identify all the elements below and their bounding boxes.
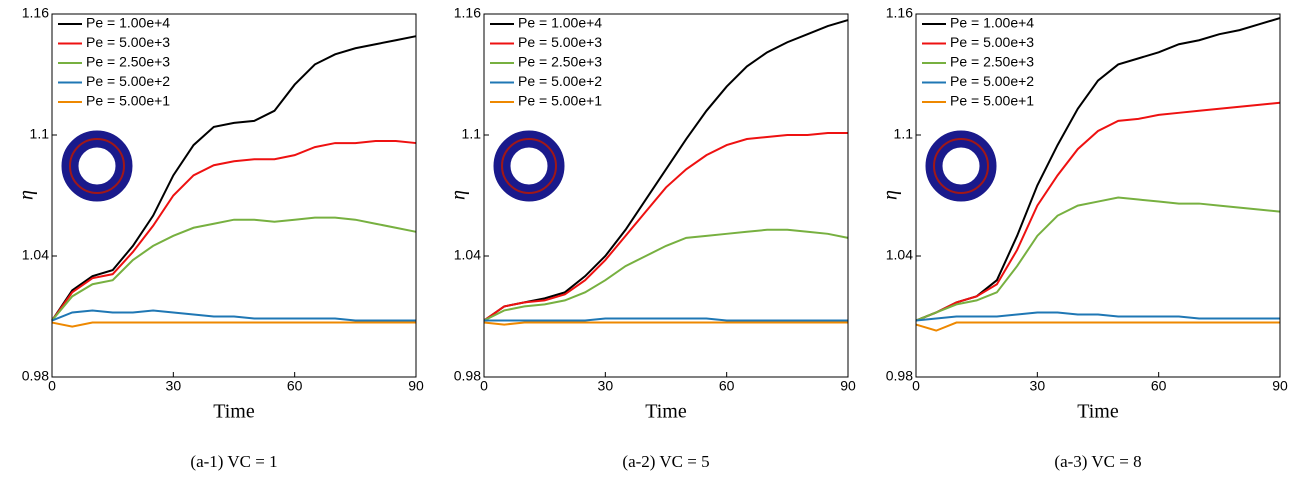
- y-tick-label: 0.98: [454, 368, 481, 384]
- y-tick-label: 1.04: [22, 247, 49, 263]
- ring-line: [501, 138, 557, 194]
- legend-label: Pe = 5.00e+3: [518, 34, 602, 50]
- series-line: [915, 321, 1280, 332]
- legend-label: Pe = 2.50e+3: [86, 54, 170, 70]
- legend-label: Pe = 1.00e+4: [518, 15, 602, 31]
- y-tick-label: 1.16: [886, 5, 913, 21]
- x-tick-label: 0: [48, 378, 56, 394]
- y-tick-label: 0.98: [22, 368, 49, 384]
- y-tick-label: 1.1: [894, 126, 914, 142]
- x-tick-label: 30: [1030, 378, 1046, 394]
- y-tick-label: 1.04: [454, 247, 481, 263]
- y-axis-label: η: [16, 190, 38, 200]
- x-tick-label: 0: [912, 378, 920, 394]
- legend-label: Pe = 5.00e+1: [518, 93, 602, 109]
- series-line: [51, 140, 417, 322]
- x-tick-label: 60: [1151, 378, 1167, 394]
- y-axis-label: η: [880, 190, 902, 200]
- legend-label: Pe = 5.00e+3: [86, 34, 170, 50]
- series-line: [51, 321, 416, 328]
- series-line: [483, 321, 848, 326]
- x-tick-label: 30: [166, 378, 182, 394]
- legend-label: Pe = 5.00e+1: [950, 93, 1034, 109]
- series-line: [484, 317, 848, 322]
- y-tick-label: 1.16: [22, 5, 49, 21]
- x-tick-label: 60: [287, 378, 303, 394]
- caption: (a-1) VC = 1: [190, 452, 277, 471]
- x-axis-label: Time: [213, 401, 255, 423]
- legend-label: Pe = 5.00e+2: [86, 73, 170, 89]
- y-axis-label: η: [448, 190, 470, 200]
- legend-label: Pe = 5.00e+2: [518, 73, 602, 89]
- y-tick-label: 1.04: [886, 247, 913, 263]
- series-line: [51, 216, 417, 322]
- y-tick-label: 1.1: [462, 126, 482, 142]
- legend-label: Pe = 2.50e+3: [518, 54, 602, 70]
- legend-label: Pe = 1.00e+4: [86, 15, 170, 31]
- series-line: [915, 101, 1281, 322]
- x-axis-label: Time: [645, 401, 687, 423]
- series-line: [915, 196, 1281, 322]
- legend-label: Pe = 2.50e+3: [950, 54, 1034, 70]
- x-tick-label: 0: [480, 378, 488, 394]
- series-line: [915, 311, 1280, 322]
- x-tick-label: 90: [1272, 378, 1288, 394]
- plot-frame: [483, 13, 849, 378]
- legend-label: Pe = 5.00e+1: [86, 93, 170, 109]
- x-axis-label: Time: [1077, 401, 1119, 423]
- y-tick-label: 1.1: [30, 126, 50, 142]
- caption: (a-3) VC = 8: [1054, 452, 1141, 471]
- series-line: [483, 131, 848, 322]
- y-tick-label: 0.98: [886, 368, 913, 384]
- series-line: [51, 35, 417, 322]
- x-tick-label: 90: [408, 378, 424, 394]
- series-line: [483, 19, 849, 322]
- x-tick-label: 90: [840, 378, 856, 394]
- ring-line: [69, 138, 125, 194]
- caption: (a-2) VC = 5: [622, 452, 709, 471]
- ring-line: [933, 138, 989, 194]
- legend-label: Pe = 5.00e+3: [950, 34, 1034, 50]
- legend-label: Pe = 1.00e+4: [950, 15, 1034, 31]
- plot-frame: [51, 13, 417, 378]
- x-tick-label: 30: [598, 378, 614, 394]
- legend-label: Pe = 5.00e+2: [950, 73, 1034, 89]
- series-line: [483, 228, 849, 322]
- plot-frame: [915, 13, 1281, 378]
- y-tick-label: 1.16: [454, 5, 481, 21]
- x-tick-label: 60: [719, 378, 735, 394]
- series-line: [51, 309, 416, 322]
- inset-ring: [61, 130, 997, 202]
